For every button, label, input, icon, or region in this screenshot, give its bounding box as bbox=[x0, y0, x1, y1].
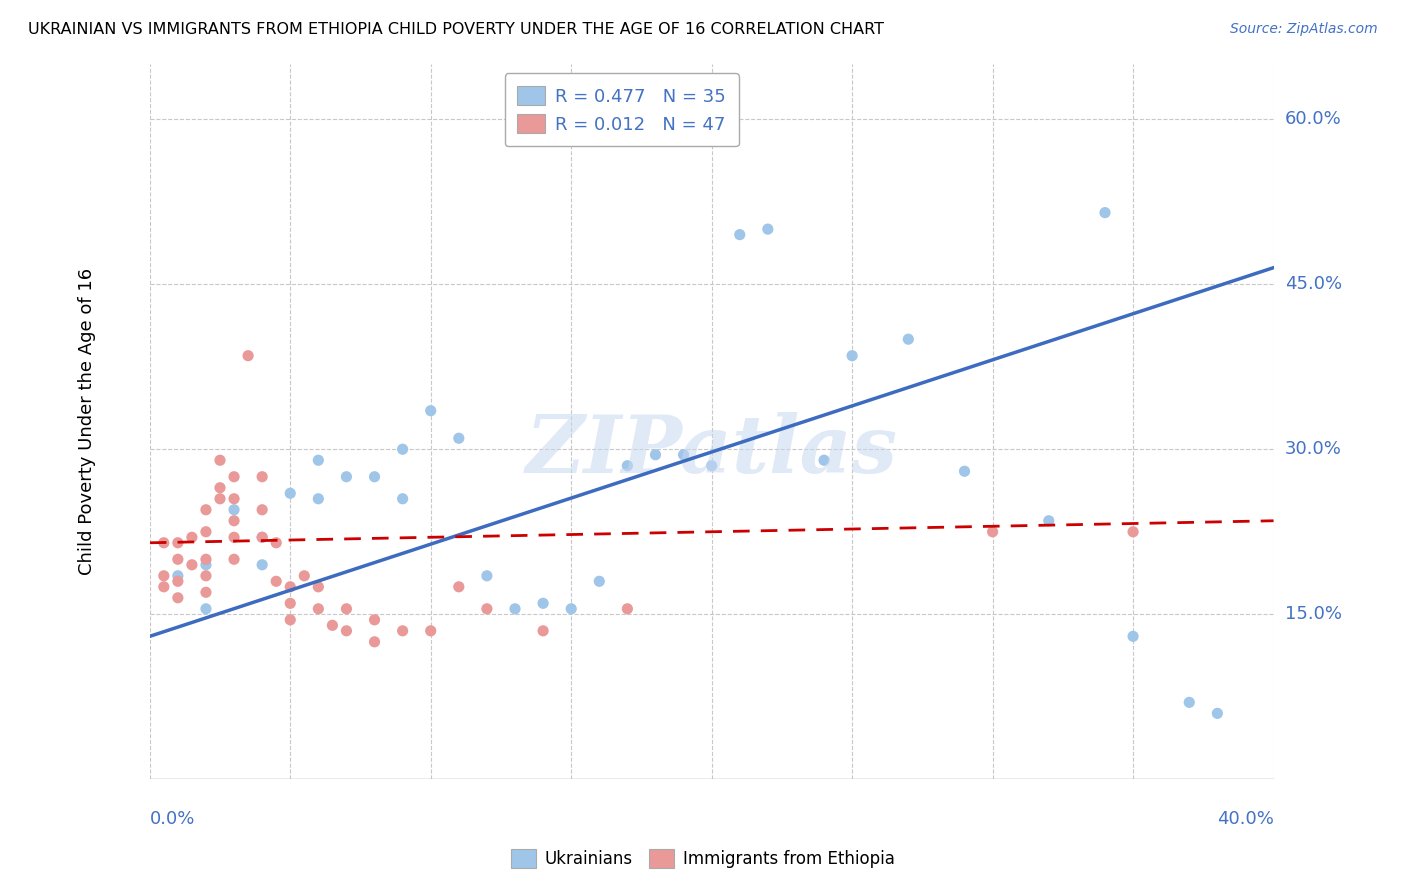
Point bbox=[841, 349, 863, 363]
Point bbox=[447, 431, 470, 445]
Point bbox=[756, 222, 779, 236]
Point bbox=[236, 349, 259, 363]
Point bbox=[391, 624, 413, 638]
Point bbox=[1038, 514, 1060, 528]
Point bbox=[447, 580, 470, 594]
Point bbox=[475, 569, 498, 583]
Point bbox=[194, 524, 217, 539]
Point bbox=[222, 552, 245, 566]
Point bbox=[153, 569, 176, 583]
Point bbox=[672, 448, 695, 462]
Point bbox=[307, 491, 329, 506]
Text: 15.0%: 15.0% bbox=[1285, 606, 1341, 624]
Text: Child Poverty Under the Age of 16: Child Poverty Under the Age of 16 bbox=[79, 268, 96, 575]
Point bbox=[335, 624, 357, 638]
Point bbox=[560, 602, 582, 616]
Point bbox=[1178, 695, 1201, 709]
Point bbox=[167, 574, 190, 589]
Point bbox=[321, 618, 343, 632]
Point bbox=[644, 448, 666, 462]
Point bbox=[222, 469, 245, 483]
Point bbox=[167, 552, 190, 566]
Point bbox=[363, 635, 385, 649]
Point bbox=[194, 602, 217, 616]
Point bbox=[1206, 706, 1229, 721]
Point bbox=[1122, 524, 1144, 539]
Legend: R = 0.477   N = 35, R = 0.012   N = 47: R = 0.477 N = 35, R = 0.012 N = 47 bbox=[505, 73, 738, 146]
Text: 45.0%: 45.0% bbox=[1285, 275, 1341, 293]
Point bbox=[335, 469, 357, 483]
Point bbox=[180, 558, 202, 572]
Point bbox=[250, 558, 273, 572]
Point bbox=[616, 602, 638, 616]
Text: ZIPatlas: ZIPatlas bbox=[526, 411, 897, 489]
Point bbox=[391, 491, 413, 506]
Point bbox=[153, 580, 176, 594]
Point bbox=[1122, 629, 1144, 643]
Point bbox=[194, 558, 217, 572]
Point bbox=[208, 453, 231, 467]
Point bbox=[1094, 205, 1116, 219]
Point bbox=[222, 514, 245, 528]
Point bbox=[813, 453, 835, 467]
Point bbox=[250, 502, 273, 516]
Point bbox=[307, 453, 329, 467]
Point bbox=[307, 602, 329, 616]
Point bbox=[307, 580, 329, 594]
Point bbox=[588, 574, 610, 589]
Point bbox=[278, 486, 301, 500]
Point bbox=[953, 464, 976, 478]
Point bbox=[194, 585, 217, 599]
Point bbox=[167, 591, 190, 605]
Text: 60.0%: 60.0% bbox=[1285, 110, 1341, 128]
Text: Source: ZipAtlas.com: Source: ZipAtlas.com bbox=[1230, 22, 1378, 37]
Text: UKRAINIAN VS IMMIGRANTS FROM ETHIOPIA CHILD POVERTY UNDER THE AGE OF 16 CORRELAT: UKRAINIAN VS IMMIGRANTS FROM ETHIOPIA CH… bbox=[28, 22, 884, 37]
Point bbox=[616, 458, 638, 473]
Point bbox=[531, 596, 554, 610]
Point bbox=[363, 469, 385, 483]
Point bbox=[208, 481, 231, 495]
Legend: Ukrainians, Immigrants from Ethiopia: Ukrainians, Immigrants from Ethiopia bbox=[505, 843, 901, 875]
Point bbox=[503, 602, 526, 616]
Point bbox=[363, 613, 385, 627]
Point bbox=[292, 569, 315, 583]
Point bbox=[194, 502, 217, 516]
Point bbox=[250, 469, 273, 483]
Point bbox=[531, 624, 554, 638]
Point bbox=[419, 624, 441, 638]
Point bbox=[167, 535, 190, 549]
Text: 0.0%: 0.0% bbox=[150, 810, 195, 828]
Point bbox=[264, 535, 287, 549]
Point bbox=[419, 403, 441, 417]
Point bbox=[897, 332, 920, 346]
Point bbox=[167, 569, 190, 583]
Point bbox=[222, 502, 245, 516]
Point bbox=[391, 442, 413, 457]
Point bbox=[728, 227, 751, 242]
Point bbox=[278, 596, 301, 610]
Point bbox=[475, 602, 498, 616]
Point bbox=[250, 530, 273, 544]
Point bbox=[700, 458, 723, 473]
Point bbox=[264, 574, 287, 589]
Point bbox=[335, 602, 357, 616]
Point bbox=[194, 552, 217, 566]
Point bbox=[180, 530, 202, 544]
Text: 30.0%: 30.0% bbox=[1285, 441, 1341, 458]
Point bbox=[278, 613, 301, 627]
Point bbox=[981, 524, 1004, 539]
Point bbox=[222, 491, 245, 506]
Point bbox=[222, 530, 245, 544]
Point bbox=[208, 491, 231, 506]
Point bbox=[250, 530, 273, 544]
Point bbox=[153, 535, 176, 549]
Point bbox=[194, 569, 217, 583]
Point bbox=[278, 580, 301, 594]
Text: 40.0%: 40.0% bbox=[1216, 810, 1274, 828]
